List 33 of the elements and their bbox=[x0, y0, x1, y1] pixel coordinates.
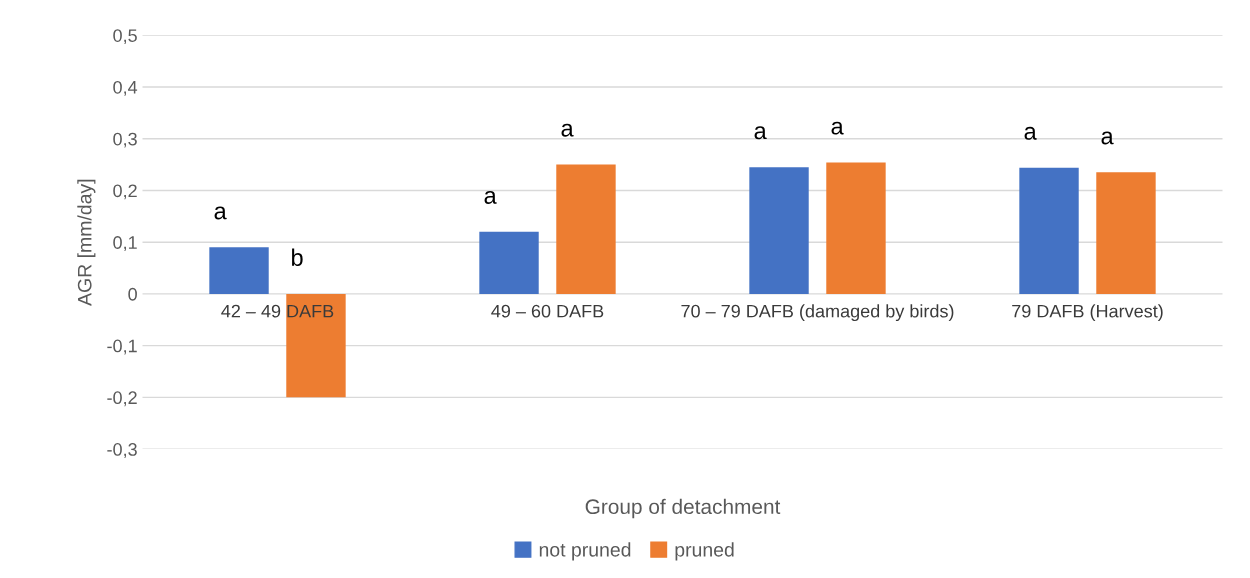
annotation: a bbox=[1024, 126, 1037, 140]
annotation: a bbox=[754, 126, 767, 140]
y-axis-title: AGR [mm/day] bbox=[77, 179, 96, 306]
bar bbox=[826, 162, 886, 294]
x-tick-label: 42 – 49 DAFB bbox=[221, 304, 334, 318]
bar bbox=[556, 164, 616, 294]
bar bbox=[286, 293, 346, 398]
bar bbox=[749, 167, 809, 294]
legend-label: not pruned bbox=[539, 542, 631, 561]
bar bbox=[209, 247, 269, 294]
x-tick-label: 79 DAFB (Harvest) bbox=[1012, 304, 1163, 322]
annotation: b bbox=[292, 248, 303, 266]
annotation: a bbox=[484, 190, 497, 204]
y-tick-label: 0,1 bbox=[113, 236, 137, 252]
annotation: a bbox=[561, 123, 574, 137]
annotation: a bbox=[214, 206, 227, 220]
y-tick-label: 0,5 bbox=[113, 29, 137, 45]
x-tick-label: 70 – 79 DAFB (damaged by birds) bbox=[681, 304, 954, 322]
bar bbox=[479, 231, 539, 294]
bar bbox=[1096, 172, 1156, 294]
y-tick-label: -0,2 bbox=[107, 391, 137, 407]
y-tick-label: 0 bbox=[128, 287, 137, 301]
annotation: a bbox=[831, 121, 844, 135]
y-tick-label: -0,3 bbox=[107, 443, 137, 458]
x-axis-title: Group of detachment bbox=[585, 498, 781, 519]
legend-label: pruned bbox=[675, 542, 734, 561]
annotation: a bbox=[1101, 131, 1114, 145]
x-tick-label: 49 – 60 DAFB bbox=[491, 304, 604, 318]
y-tick-label: 0,3 bbox=[113, 132, 137, 148]
y-tick-label: 0,2 bbox=[113, 184, 137, 200]
y-tick-label: -0,1 bbox=[107, 339, 137, 355]
y-tick-label: 0,4 bbox=[113, 80, 138, 96]
bar bbox=[1019, 167, 1079, 294]
